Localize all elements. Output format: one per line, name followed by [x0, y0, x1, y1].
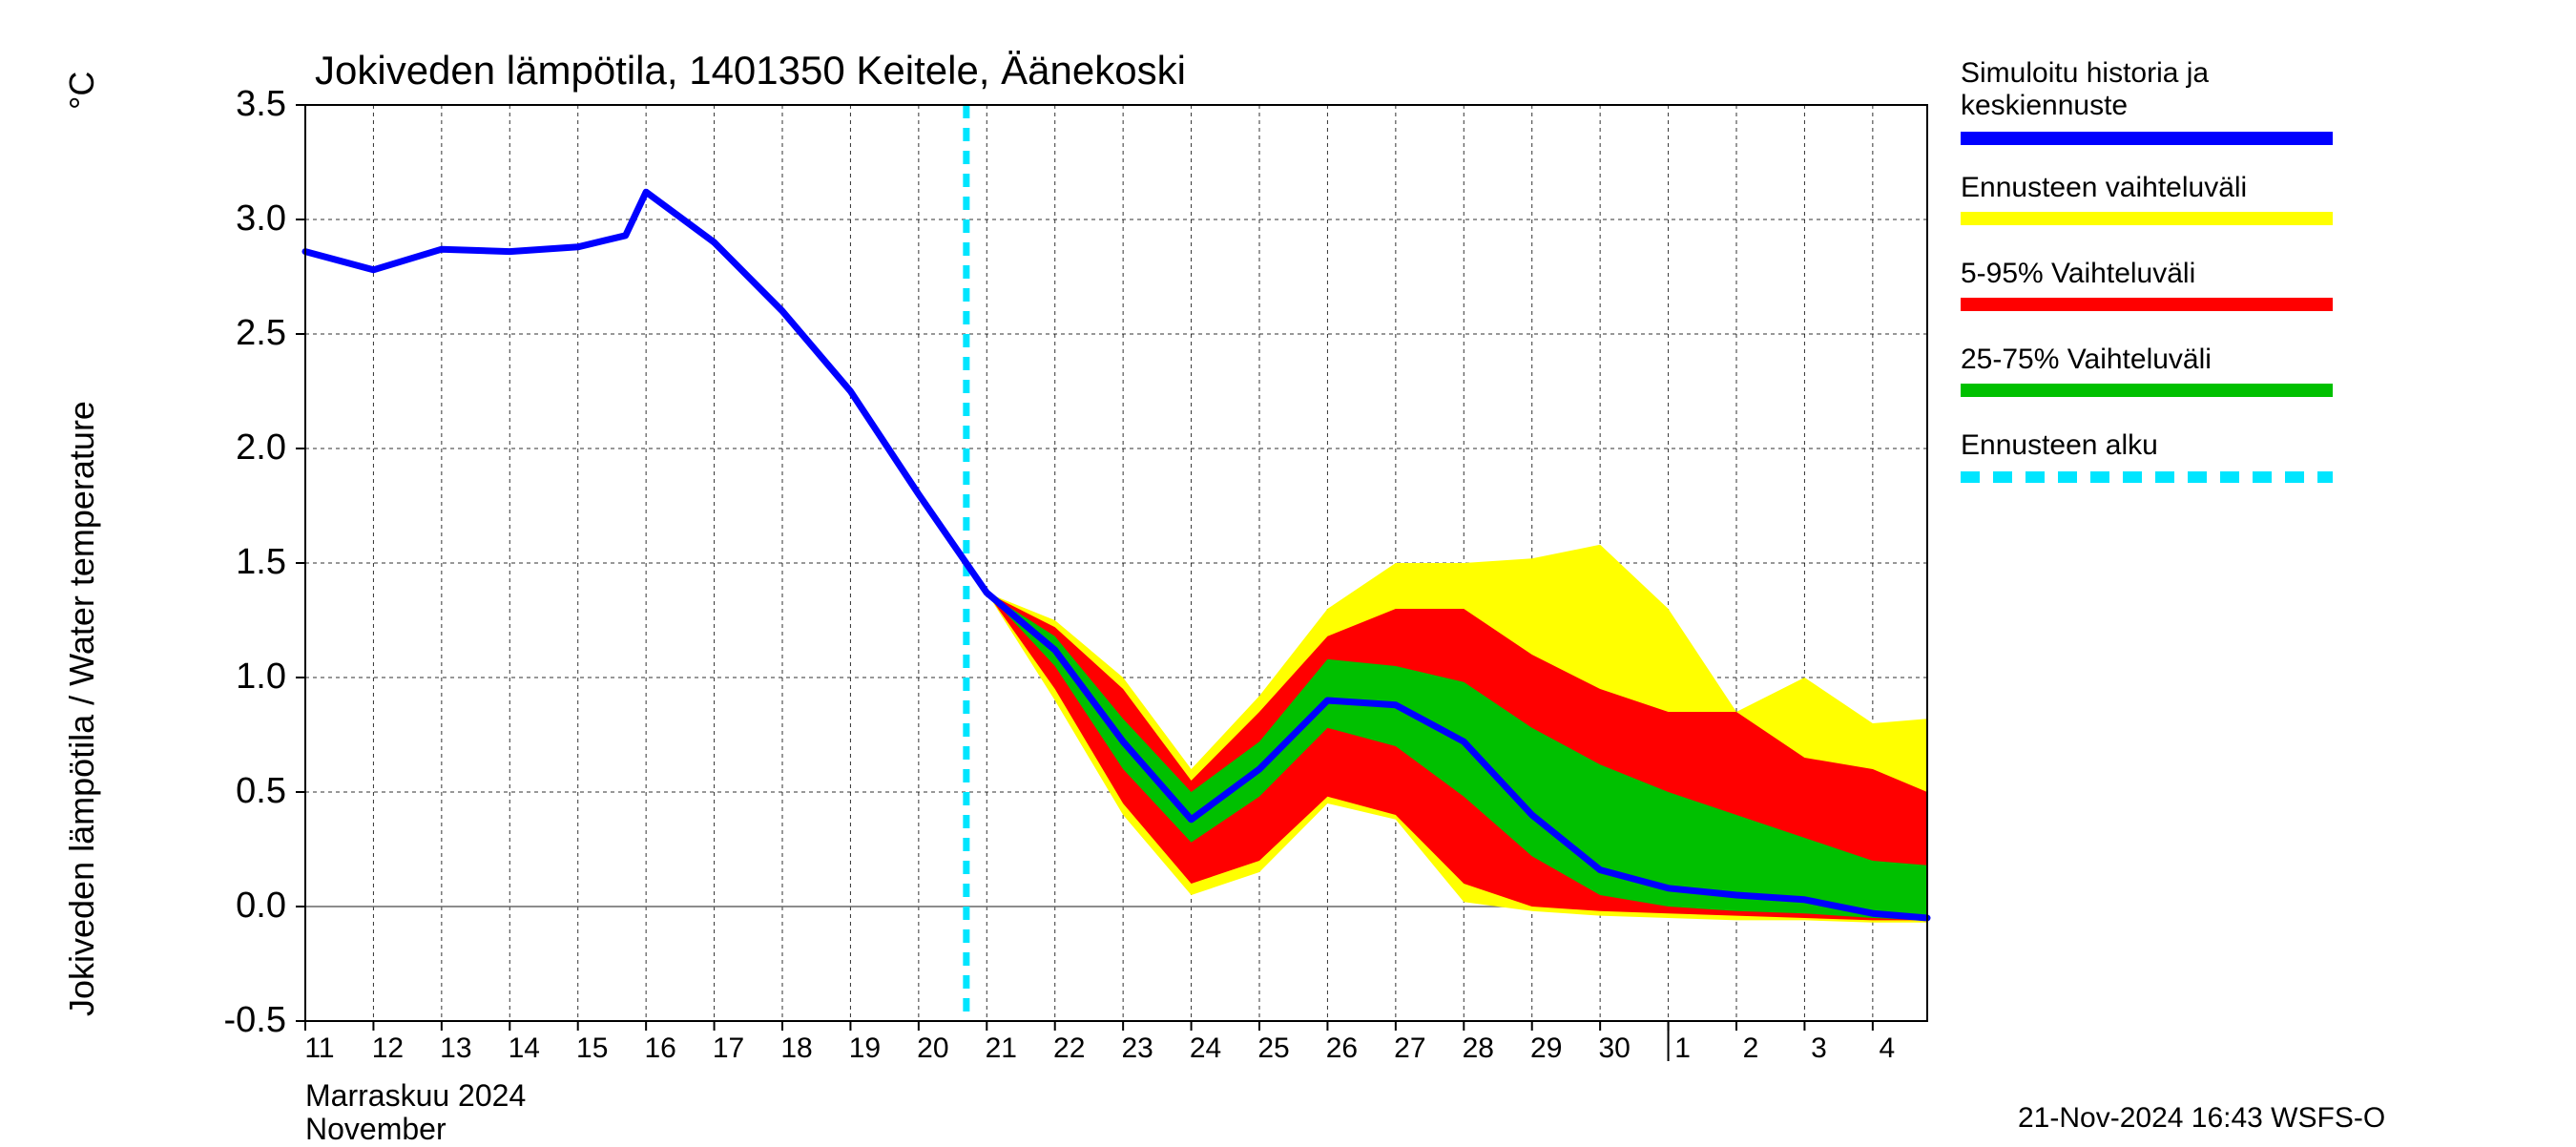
x-tick-label: 1 — [1674, 1032, 1691, 1065]
x-tick-label: 12 — [372, 1032, 404, 1065]
y-tick-label: 3.0 — [210, 198, 286, 240]
x-tick-label: 24 — [1190, 1032, 1221, 1065]
x-tick-label: 27 — [1394, 1032, 1425, 1065]
x-tick-label: 28 — [1463, 1032, 1494, 1065]
y-tick-label: 2.0 — [210, 428, 286, 469]
y-tick-label: 0.0 — [210, 886, 286, 927]
x-tick-label: 22 — [1053, 1032, 1085, 1065]
x-tick-label: 23 — [1121, 1032, 1153, 1065]
y-tick-label: 0.5 — [210, 771, 286, 812]
x-tick-label: 26 — [1326, 1032, 1358, 1065]
legend-label: Ennusteen vaihteluväli — [1961, 172, 2333, 204]
x-tick-label: 29 — [1530, 1032, 1562, 1065]
legend-swatch — [1961, 469, 2333, 489]
x-tick-label: 11 — [304, 1032, 334, 1065]
x-tick-label: 19 — [849, 1032, 881, 1065]
legend-swatch — [1961, 132, 2333, 145]
x-axis-label-fi: Marraskuu 2024 — [305, 1078, 526, 1114]
legend-label: 5-95% Vaihteluväli — [1961, 258, 2333, 290]
legend-swatch — [1961, 212, 2333, 225]
chart-canvas: Jokiveden lämpötila, 1401350 Keitele, Ää… — [0, 0, 2576, 1145]
legend-label: Simuloitu historia jakeskiennuste — [1961, 57, 2333, 122]
y-tick-label: -0.5 — [210, 1000, 286, 1041]
legend-label: 25-75% Vaihteluväli — [1961, 344, 2333, 376]
x-tick-label: 13 — [440, 1032, 471, 1065]
x-tick-label: 14 — [509, 1032, 540, 1065]
legend-swatch — [1961, 298, 2333, 311]
y-tick-label: 2.5 — [210, 313, 286, 354]
x-tick-label: 16 — [644, 1032, 675, 1065]
x-tick-label: 2 — [1743, 1032, 1759, 1065]
x-tick-label: 18 — [780, 1032, 812, 1065]
x-tick-label: 4 — [1880, 1032, 1896, 1065]
x-tick-label: 15 — [576, 1032, 608, 1065]
x-tick-label: 3 — [1811, 1032, 1827, 1065]
x-tick-label: 20 — [917, 1032, 948, 1065]
timestamp-footer: 21-Nov-2024 16:43 WSFS-O — [2018, 1102, 2385, 1135]
legend-swatch — [1961, 384, 2333, 397]
x-tick-label: 30 — [1598, 1032, 1630, 1065]
x-tick-label: 25 — [1257, 1032, 1289, 1065]
y-tick-label: 3.5 — [210, 84, 286, 125]
x-tick-label: 17 — [713, 1032, 744, 1065]
x-axis-label-en: November — [305, 1112, 447, 1147]
legend-label: Ennusteen alku — [1961, 429, 2333, 462]
y-tick-label: 1.0 — [210, 657, 286, 698]
y-tick-label: 1.5 — [210, 542, 286, 583]
x-tick-label: 21 — [986, 1032, 1017, 1065]
